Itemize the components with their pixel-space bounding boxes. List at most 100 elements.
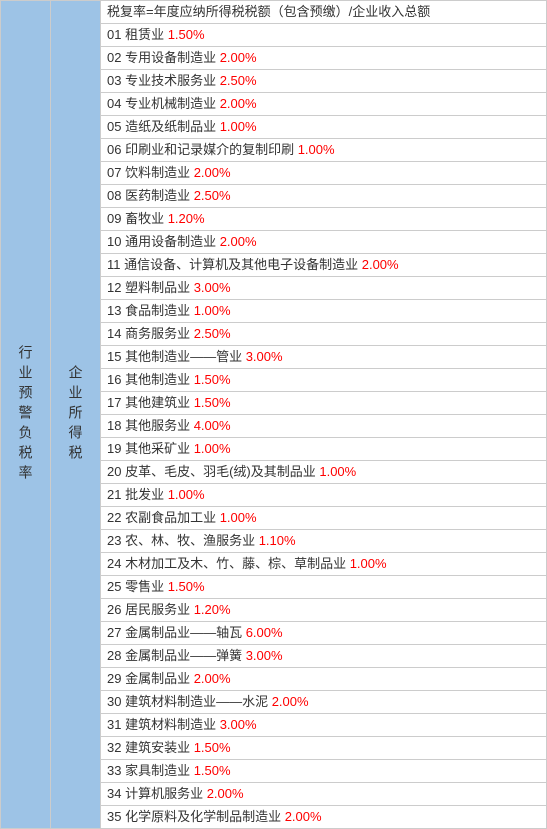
table-row: 29 金属制品业 2.00% xyxy=(100,668,546,691)
row-number: 14 xyxy=(107,326,125,341)
table-row: 33 家具制造业 1.50% xyxy=(100,760,546,783)
mid-category-label: 企业所得税 xyxy=(66,365,86,465)
tax-rate: 2.50% xyxy=(194,326,231,341)
industry-name: 通用设备制造业 xyxy=(125,234,220,249)
row-number: 16 xyxy=(107,372,125,387)
industry-name: 畜牧业 xyxy=(125,211,168,226)
table-row: 12 塑料制品业 3.00% xyxy=(100,277,546,300)
tax-rate: 1.00% xyxy=(319,464,356,479)
table-row: 30 建筑材料制造业——水泥 2.00% xyxy=(100,691,546,714)
tax-rate: 1.50% xyxy=(194,372,231,387)
table-row: 26 居民服务业 1.20% xyxy=(100,599,546,622)
industry-name: 化学原料及化学制品制造业 xyxy=(125,809,285,824)
left-category-label: 行业预警负税率 xyxy=(16,345,36,485)
tax-rate: 4.00% xyxy=(194,418,231,433)
row-number: 07 xyxy=(107,165,125,180)
table-row: 03 专业技术服务业 2.50% xyxy=(100,70,546,93)
table-row: 32 建筑安装业 1.50% xyxy=(100,737,546,760)
row-number: 35 xyxy=(107,809,125,824)
industry-name: 通信设备、计算机及其他电子设备制造业 xyxy=(124,257,362,272)
industry-name: 农、林、牧、渔服务业 xyxy=(125,533,259,548)
row-number: 32 xyxy=(107,740,125,755)
table-row: 08 医药制造业 2.50% xyxy=(100,185,546,208)
industry-name: 其他采矿业 xyxy=(125,441,194,456)
row-number: 02 xyxy=(107,50,125,65)
tax-rate: 1.50% xyxy=(194,395,231,410)
industry-name: 其他制造业 xyxy=(125,372,194,387)
table-row: 09 畜牧业 1.20% xyxy=(100,208,546,231)
industry-name: 饮料制造业 xyxy=(125,165,194,180)
tax-rate: 2.00% xyxy=(362,257,399,272)
table-row: 02 专用设备制造业 2.00% xyxy=(100,47,546,70)
tax-rate: 2.00% xyxy=(194,165,231,180)
industry-name: 批发业 xyxy=(125,487,168,502)
tax-rate: 1.50% xyxy=(194,763,231,778)
table-row: 10 通用设备制造业 2.00% xyxy=(100,231,546,254)
industry-name: 其他服务业 xyxy=(125,418,194,433)
industry-name: 租赁业 xyxy=(125,27,168,42)
industry-name: 农副食品加工业 xyxy=(125,510,220,525)
table-row: 13 食品制造业 1.00% xyxy=(100,300,546,323)
row-number: 11 xyxy=(107,257,124,272)
tax-rate: 1.00% xyxy=(194,441,231,456)
row-number: 20 xyxy=(107,464,125,479)
tax-rate: 1.00% xyxy=(298,142,335,157)
industry-name: 商务服务业 xyxy=(125,326,194,341)
row-number: 21 xyxy=(107,487,125,502)
industry-name: 专用设备制造业 xyxy=(125,50,220,65)
table-row: 27 金属制品业——轴瓦 6.00% xyxy=(100,622,546,645)
table-row: 24 木材加工及木、竹、藤、棕、草制品业 1.00% xyxy=(100,553,546,576)
industry-name: 金属制品业 xyxy=(125,671,194,686)
row-number: 15 xyxy=(107,349,125,364)
tax-rate: 1.00% xyxy=(220,119,257,134)
industry-name: 塑料制品业 xyxy=(125,280,194,295)
industry-name: 居民服务业 xyxy=(125,602,194,617)
tax-rate: 1.00% xyxy=(220,510,257,525)
formula-text: 税复率=年度应纳所得税税额（包含预缴）/企业收入总额 xyxy=(107,4,430,19)
row-number: 12 xyxy=(107,280,125,295)
row-number: 33 xyxy=(107,763,125,778)
tax-rate: 1.50% xyxy=(194,740,231,755)
table-row: 01 租赁业 1.50% xyxy=(100,24,546,47)
table-row: 05 造纸及纸制品业 1.00% xyxy=(100,116,546,139)
tax-rate: 1.20% xyxy=(168,211,205,226)
table-row: 28 金属制品业——弹簧 3.00% xyxy=(100,645,546,668)
formula-header: 税复率=年度应纳所得税税额（包含预缴）/企业收入总额 xyxy=(100,1,546,24)
tax-rate: 2.00% xyxy=(220,96,257,111)
industry-name: 零售业 xyxy=(125,579,168,594)
row-number: 26 xyxy=(107,602,125,617)
tax-rate: 2.00% xyxy=(194,671,231,686)
row-number: 06 xyxy=(107,142,125,157)
table-row: 16 其他制造业 1.50% xyxy=(100,369,546,392)
industry-name: 其他制造业——管业 xyxy=(125,349,246,364)
industry-name: 皮革、毛皮、羽毛(绒)及其制品业 xyxy=(125,464,319,479)
tax-rate: 2.00% xyxy=(272,694,309,709)
row-number: 28 xyxy=(107,648,125,663)
row-number: 34 xyxy=(107,786,125,801)
tax-rate: 2.00% xyxy=(285,809,322,824)
row-number: 03 xyxy=(107,73,125,88)
tax-rate: 2.00% xyxy=(220,234,257,249)
tax-rate: 1.00% xyxy=(350,556,387,571)
industry-name: 专业技术服务业 xyxy=(125,73,220,88)
table-row: 18 其他服务业 4.00% xyxy=(100,415,546,438)
row-number: 17 xyxy=(107,395,125,410)
table-row: 07 饮料制造业 2.00% xyxy=(100,162,546,185)
row-number: 29 xyxy=(107,671,125,686)
tax-rate: 2.50% xyxy=(194,188,231,203)
industry-name: 印刷业和记录媒介的复制印刷 xyxy=(125,142,298,157)
table-row: 06 印刷业和记录媒介的复制印刷 1.00% xyxy=(100,139,546,162)
row-number: 01 xyxy=(107,27,125,42)
industry-name: 食品制造业 xyxy=(125,303,194,318)
row-number: 18 xyxy=(107,418,125,433)
industry-name: 木材加工及木、竹、藤、棕、草制品业 xyxy=(125,556,350,571)
industry-name: 金属制品业——弹簧 xyxy=(125,648,246,663)
industry-name: 医药制造业 xyxy=(125,188,194,203)
row-number: 23 xyxy=(107,533,125,548)
tax-rate-table: 行业预警负税率 企业所得税 税复率=年度应纳所得税税额（包含预缴）/企业收入总额… xyxy=(0,0,547,829)
table-row: 15 其他制造业——管业 3.00% xyxy=(100,346,546,369)
mid-category-column: 企业所得税 xyxy=(50,0,100,829)
row-number: 30 xyxy=(107,694,125,709)
table-row: 23 农、林、牧、渔服务业 1.10% xyxy=(100,530,546,553)
industry-name: 专业机械制造业 xyxy=(125,96,220,111)
